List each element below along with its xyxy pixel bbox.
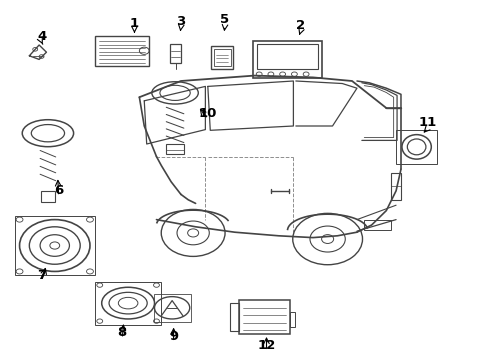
Bar bbox=[390, 173, 400, 200]
Bar bbox=[170, 44, 181, 63]
Text: 9: 9 bbox=[169, 330, 178, 343]
Bar bbox=[211, 46, 233, 69]
Text: 7: 7 bbox=[37, 269, 46, 282]
Bar bbox=[395, 130, 436, 164]
Text: 10: 10 bbox=[198, 107, 217, 120]
Bar bbox=[364, 220, 390, 230]
Text: 2: 2 bbox=[296, 19, 305, 32]
Bar bbox=[166, 144, 183, 154]
Bar bbox=[257, 44, 317, 69]
Text: 4: 4 bbox=[37, 30, 46, 42]
Text: 5: 5 bbox=[220, 13, 229, 26]
Bar bbox=[15, 216, 95, 275]
Bar bbox=[229, 303, 238, 331]
Bar bbox=[289, 312, 294, 327]
Text: 8: 8 bbox=[118, 327, 126, 339]
Text: 1: 1 bbox=[130, 17, 139, 30]
Bar bbox=[253, 41, 321, 78]
Text: 3: 3 bbox=[176, 15, 185, 28]
Text: 11: 11 bbox=[418, 116, 436, 129]
Bar bbox=[41, 191, 55, 202]
Bar bbox=[238, 300, 289, 334]
Text: 12: 12 bbox=[257, 339, 275, 352]
Text: 6: 6 bbox=[54, 184, 63, 197]
Bar bbox=[153, 294, 190, 322]
Bar bbox=[95, 282, 161, 325]
Bar bbox=[95, 36, 149, 66]
Bar bbox=[213, 49, 230, 66]
